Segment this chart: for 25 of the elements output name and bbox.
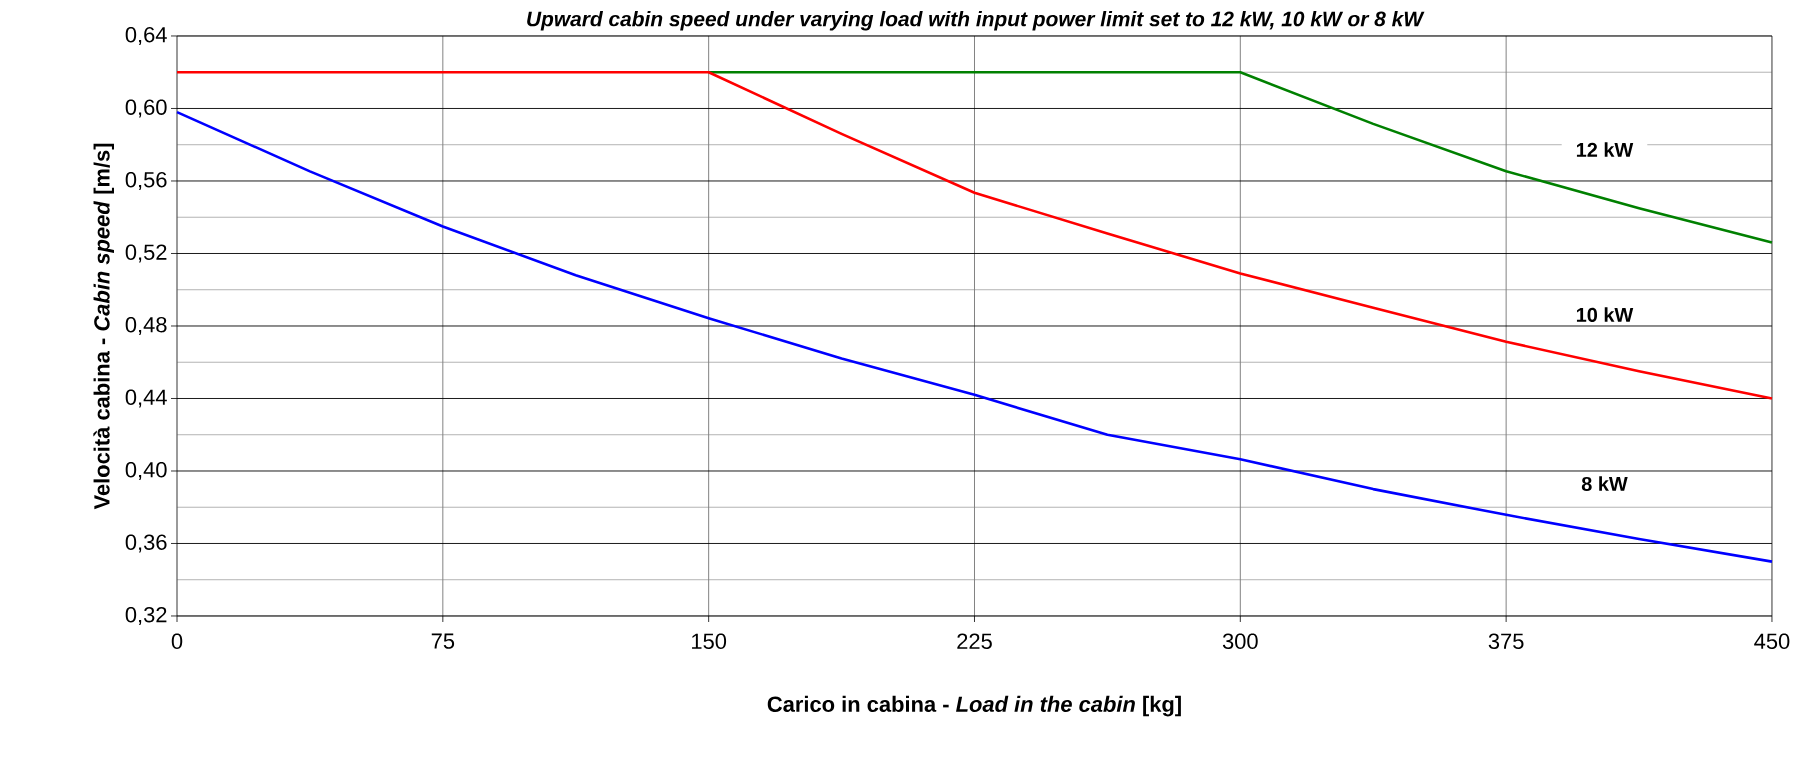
x-tick-label: 225 (957, 633, 992, 650)
x-tick-label: 300 (1222, 633, 1258, 650)
chart-title: Upward cabin speed under varying load with input power limit set to 12 kW, 10 kW or 8 kW (527, 10, 1425, 31)
line-series (707, 70, 1774, 244)
x-tick-label: 450 (1754, 633, 1790, 650)
x-tick-label: 75 (431, 633, 455, 649)
line-series (175, 110, 1774, 563)
x-axis-title: Carico in cabina - Load in the cabin [kg] (767, 695, 1181, 717)
line-series (175, 70, 1774, 400)
y-tick-label: 0,56 (125, 171, 167, 191)
y-tick-label: 0,64 (125, 26, 167, 46)
y-tick-label: 0,44 (125, 389, 167, 408)
y-tick-label: 0,40 (125, 461, 167, 481)
x-tick-label: 0 (171, 633, 183, 650)
y-tick-label: 0,52 (125, 244, 167, 263)
series-label: 8 kW (1581, 476, 1628, 491)
series-label: 10 kW (1576, 307, 1634, 322)
y-tick-label: 0,36 (125, 534, 167, 553)
x-tick-label: 150 (692, 633, 727, 650)
y-tick-label: 0,60 (125, 99, 167, 118)
x-tick-label: 375 (1488, 633, 1524, 650)
y-tick-label: 0,48 (125, 316, 167, 336)
y-tick-label: 0,32 (125, 606, 167, 626)
y-axis-title: Velocità cabina - Cabin speed [m/s] (93, 143, 114, 510)
series-label: 12 kW (1576, 142, 1634, 157)
